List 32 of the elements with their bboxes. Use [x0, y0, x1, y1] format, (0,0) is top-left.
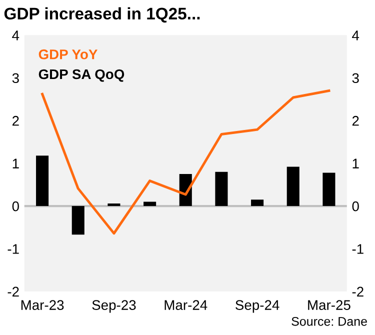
source-note: Source: Dane [292, 316, 367, 326]
y2-tick-label: -1 [352, 244, 364, 254]
x-tick-label: Sep-23 [92, 300, 136, 313]
y-tick-label: 4 [12, 30, 20, 40]
y2-tick-label: -2 [352, 286, 364, 296]
y2-tick-label: 0 [352, 201, 359, 212]
y2-tick-label: 4 [352, 30, 360, 40]
y-tick-label: 1 [12, 158, 19, 168]
bar [322, 172, 336, 206]
text: GDP YoY [38, 49, 98, 60]
bar [108, 203, 120, 206]
x-tick-label: Mar-24 [164, 300, 208, 310]
y2-tick-label: 2 [352, 116, 359, 126]
y-tick-label: 2 [12, 116, 19, 126]
x-tick-label: Mar-25 [308, 300, 350, 310]
text: GDP SA QoQ [38, 69, 124, 82]
bar [36, 156, 49, 206]
y-tick-label: -1 [8, 244, 19, 254]
bar [286, 166, 300, 206]
y-tick-label: -2 [8, 286, 19, 296]
bar [215, 172, 228, 206]
x-tick-label: Sep-24 [236, 300, 280, 313]
bar [144, 202, 156, 206]
y-tick-label: 3 [12, 73, 19, 84]
x-tick-label: Mar-23 [21, 300, 64, 310]
y2-tick-label: 3 [352, 73, 359, 84]
y-tick-label: 0 [12, 201, 19, 212]
chart-title: GDP increased in 1Q25... [4, 7, 200, 23]
y2-tick-label: 1 [352, 158, 359, 168]
bar [72, 206, 84, 235]
bar [251, 200, 264, 206]
line-series [41, 89, 330, 235]
